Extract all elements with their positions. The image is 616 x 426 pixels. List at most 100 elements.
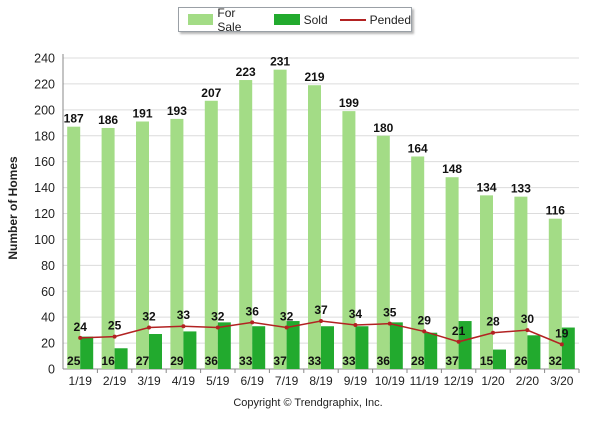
bar-for-sale [548,218,562,369]
label-sold: 33 [342,354,356,368]
y-tick-label: 100 [34,233,55,247]
bar-for-sale [170,118,184,369]
bar-for-sale [273,69,287,369]
bar-for-sale [239,80,253,369]
label-for-sale: 133 [511,182,531,196]
bar-sold [321,326,334,369]
bar-for-sale [101,127,115,369]
x-tick-label: 10/19 [375,374,405,388]
bar-sold [493,349,506,369]
y-tick-label: 200 [34,103,55,117]
bar-for-sale [411,156,425,369]
label-sold: 29 [170,354,184,368]
for-sale-swatch [188,14,214,25]
bar-sold [527,335,541,369]
legend: For Sale Sold Pended [178,6,412,34]
label-for-sale: 134 [476,180,496,194]
label-pended: 24 [74,320,88,334]
label-pended: 37 [314,303,328,317]
label-for-sale: 148 [442,162,462,176]
y-tick-label: 60 [41,285,55,299]
pended-point [78,335,83,340]
bar-for-sale [445,177,459,369]
legend-item-pended: Pended [339,13,411,27]
label-sold: 15 [480,354,494,368]
pended-point [456,339,461,344]
label-sold: 36 [377,354,391,368]
label-sold: 28 [411,354,425,368]
bar-for-sale [480,195,493,369]
y-tick-label: 180 [34,129,55,143]
pended-point [525,328,530,333]
label-pended: 29 [418,313,432,327]
bar-for-sale [204,100,218,369]
y-tick-label: 220 [34,77,55,91]
y-tick-label: 80 [41,259,55,273]
x-tick-label: 6/19 [241,374,265,388]
x-tick-label: 3/20 [550,374,574,388]
pended-point [387,321,392,326]
x-tick-label: 12/19 [444,374,474,388]
label-sold: 25 [67,354,81,368]
label-pended: 36 [246,304,260,318]
bar-for-sale [136,121,149,369]
x-tick-label: 1/19 [69,374,93,388]
copyright-text: Copyright © Trendgraphix, Inc. [233,397,383,409]
label-pended: 32 [280,310,294,324]
pended-point [422,329,427,334]
x-tick-label: 2/20 [516,374,540,388]
label-pended: 25 [108,319,122,333]
label-pended: 21 [452,324,466,338]
label-sold: 33 [308,354,322,368]
pended-point [250,320,255,325]
pended-point [559,342,564,347]
legend-label-for-sale: For Sale [217,5,242,34]
bars [67,69,575,370]
label-pended: 28 [486,315,500,329]
data-labels: 187 25 24 186 16 25 191 27 32 193 29 33 207 36 32 223 33… [64,55,569,368]
pended-point [181,324,186,329]
y-axis-ticks: 0 20 40 60 80 100 120 140 160 180 200 220 240 [34,52,55,377]
bar-sold [114,348,128,369]
bar-sold [183,331,197,369]
bar-sold [252,326,266,369]
label-pended: 30 [521,312,535,326]
bar-for-sale [308,85,321,370]
pended-point [284,325,289,330]
label-pended: 32 [211,310,225,324]
y-tick-label: 40 [41,311,55,325]
y-tick-label: 160 [34,155,55,169]
y-tick-label: 140 [34,181,55,195]
x-tick-label: 3/19 [137,374,161,388]
x-tick-label: 2/19 [103,374,127,388]
label-for-sale: 191 [132,106,152,120]
bar-for-sale [342,111,356,370]
label-for-sale: 116 [546,204,566,218]
label-pended: 32 [142,310,156,324]
label-for-sale: 199 [339,96,359,110]
x-tick-label: 9/19 [344,374,368,388]
bar-for-sale [376,135,390,369]
pended-line [78,319,564,347]
label-sold: 32 [549,354,563,368]
label-for-sale: 223 [236,65,256,79]
bar-sold [286,321,300,369]
pended-swatch [339,18,366,21]
label-sold: 37 [445,354,459,368]
legend-item-for-sale: For Sale [188,6,262,34]
label-for-sale: 186 [98,113,118,127]
label-sold: 36 [205,354,219,368]
pended-point [353,322,358,327]
label-sold: 37 [273,354,287,368]
y-tick-label: 0 [48,363,55,377]
bar-sold [355,326,369,369]
y-tick-label: 240 [34,52,55,66]
label-pended: 35 [383,306,397,320]
bar-sold [561,327,575,369]
label-sold: 16 [101,354,115,368]
pended-point [112,334,117,339]
label-pended: 34 [349,307,363,321]
x-axis-ticks: 1/19 2/19 3/19 4/19 5/19 6/19 7/19 8/19 9/19 10/1… [69,369,580,388]
label-for-sale: 187 [64,112,84,126]
